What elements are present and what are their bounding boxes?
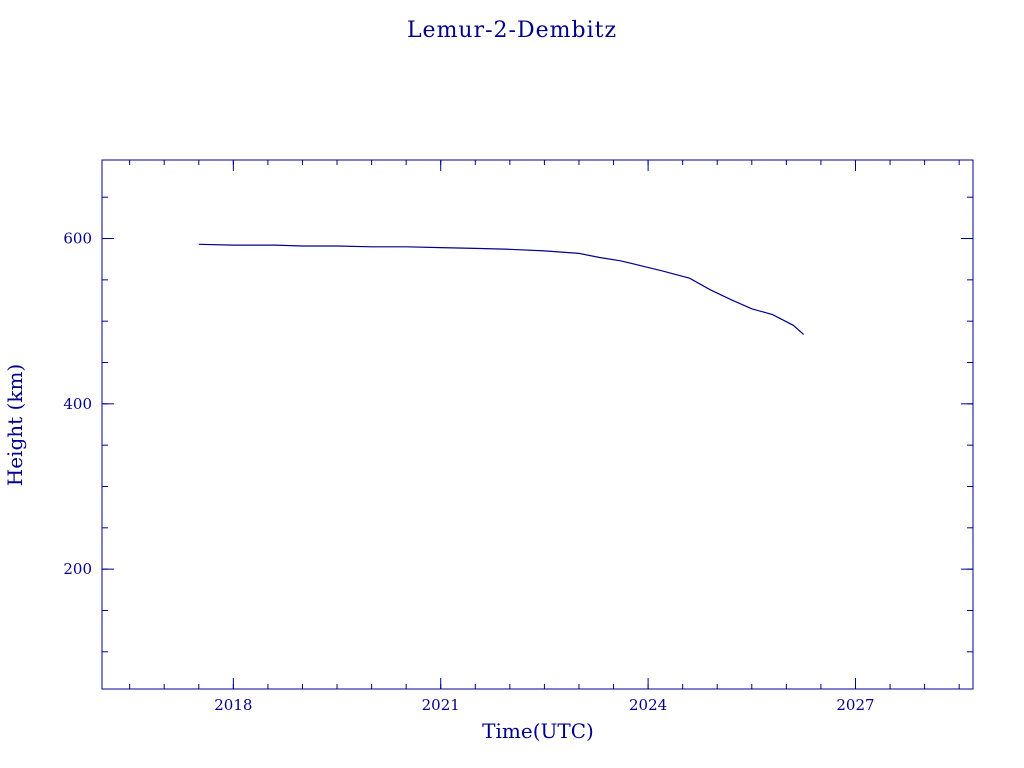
axis-ticks	[102, 160, 973, 689]
y-axis-title: Height (km)	[3, 364, 27, 486]
y-tick-label: 400	[63, 395, 92, 413]
plot-frame	[101, 159, 974, 690]
x-tick-label: 2018	[214, 696, 252, 714]
y-tick-label: 200	[63, 560, 92, 578]
x-tick-label: 2027	[836, 696, 874, 714]
x-tick-label: 2024	[629, 696, 667, 714]
x-tick-label: 2021	[422, 696, 460, 714]
height-series-line	[198, 243, 804, 335]
chart-title: Lemur-2-Dembitz	[407, 18, 617, 43]
x-axis-title: Time(UTC)	[482, 719, 594, 743]
axis-tick-labels: 2018 2021 2024 2027 200 400 600	[63, 230, 874, 714]
y-tick-label: 600	[63, 230, 92, 248]
